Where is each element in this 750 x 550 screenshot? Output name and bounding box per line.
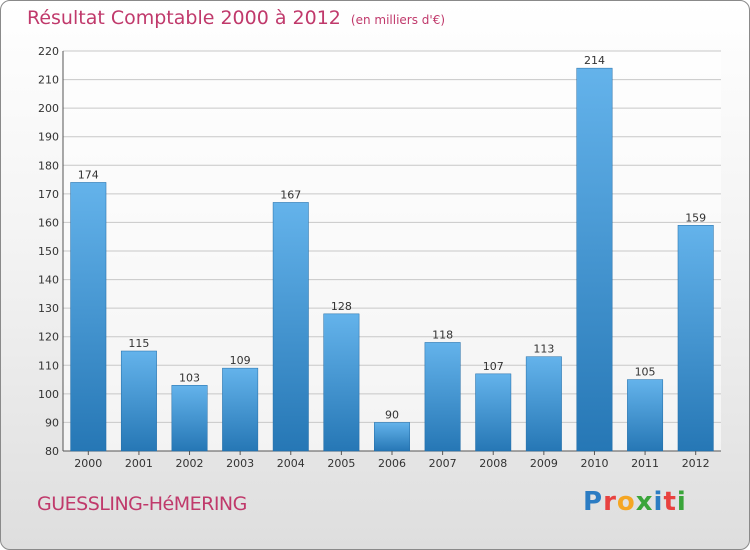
bar (171, 385, 208, 452)
bar (323, 313, 360, 452)
logo-letter: x (635, 487, 654, 517)
data-label: 174 (78, 168, 99, 181)
data-label: 107 (483, 360, 504, 373)
logo-letter: i (676, 487, 687, 517)
data-label: 115 (128, 337, 149, 350)
data-label: 214 (584, 54, 605, 67)
y-tick-label: 180 (38, 159, 59, 172)
y-tick-label: 220 (38, 45, 59, 58)
data-label: 167 (280, 188, 301, 201)
chart-title-text: Résultat Comptable 2000 à 2012 (27, 7, 341, 29)
bar (627, 379, 664, 452)
bar (272, 202, 309, 452)
y-tick-label: 200 (38, 102, 59, 115)
commune-name: GUESSLING-HéMERING (37, 493, 247, 515)
bar (70, 182, 107, 452)
chart-subtitle: (en milliers d'€) (350, 13, 446, 27)
x-tick-label: 2009 (530, 457, 558, 470)
y-tick-label: 110 (38, 359, 59, 372)
data-label: 159 (685, 211, 706, 224)
y-tick-label: 210 (38, 74, 59, 87)
logo-letter: t (663, 487, 677, 517)
y-tick-label: 150 (38, 245, 59, 258)
x-tick-label: 2008 (479, 457, 507, 470)
x-tick-label: 2006 (378, 457, 406, 470)
bar (677, 225, 714, 452)
x-tick-label: 2003 (226, 457, 254, 470)
x-tick-label: 2002 (176, 457, 204, 470)
data-label: 105 (635, 366, 656, 379)
data-label: 103 (179, 371, 200, 384)
x-tick-label: 2012 (682, 457, 710, 470)
logo-letter: i (653, 487, 664, 517)
data-label: 128 (331, 300, 352, 313)
data-label: 90 (385, 408, 399, 421)
bar (525, 356, 562, 452)
bar (222, 367, 259, 452)
proxiti-logo: Proxiti (583, 487, 687, 517)
x-tick-label: 2001 (125, 457, 153, 470)
bar (576, 67, 613, 452)
bar (120, 350, 157, 452)
y-tick-label: 170 (38, 188, 59, 201)
y-tick-label: 120 (38, 331, 59, 344)
data-label: 113 (533, 343, 554, 356)
x-tick-label: 2005 (327, 457, 355, 470)
x-tick-label: 2004 (277, 457, 305, 470)
logo-letter: o (616, 487, 636, 517)
y-tick-label: 140 (38, 274, 59, 287)
y-tick-label: 160 (38, 216, 59, 229)
data-label: 109 (230, 354, 251, 367)
data-label: 118 (432, 328, 453, 341)
bar (374, 422, 410, 452)
x-tick-label: 2007 (429, 457, 457, 470)
y-tick-label: 130 (38, 302, 59, 315)
logo-letter: P (583, 487, 604, 517)
x-tick-label: 2011 (631, 457, 659, 470)
bar (475, 373, 512, 452)
y-tick-label: 190 (38, 131, 59, 144)
x-tick-label: 2000 (74, 457, 102, 470)
y-tick-label: 90 (45, 416, 59, 429)
logo-letter: r (603, 487, 617, 517)
chart-title: Résultat Comptable 2000 à 2012 (en millie… (27, 7, 445, 29)
x-tick-label: 2010 (580, 457, 608, 470)
y-tick-label: 100 (38, 388, 59, 401)
bar (424, 342, 461, 452)
y-tick-label: 80 (45, 445, 59, 458)
